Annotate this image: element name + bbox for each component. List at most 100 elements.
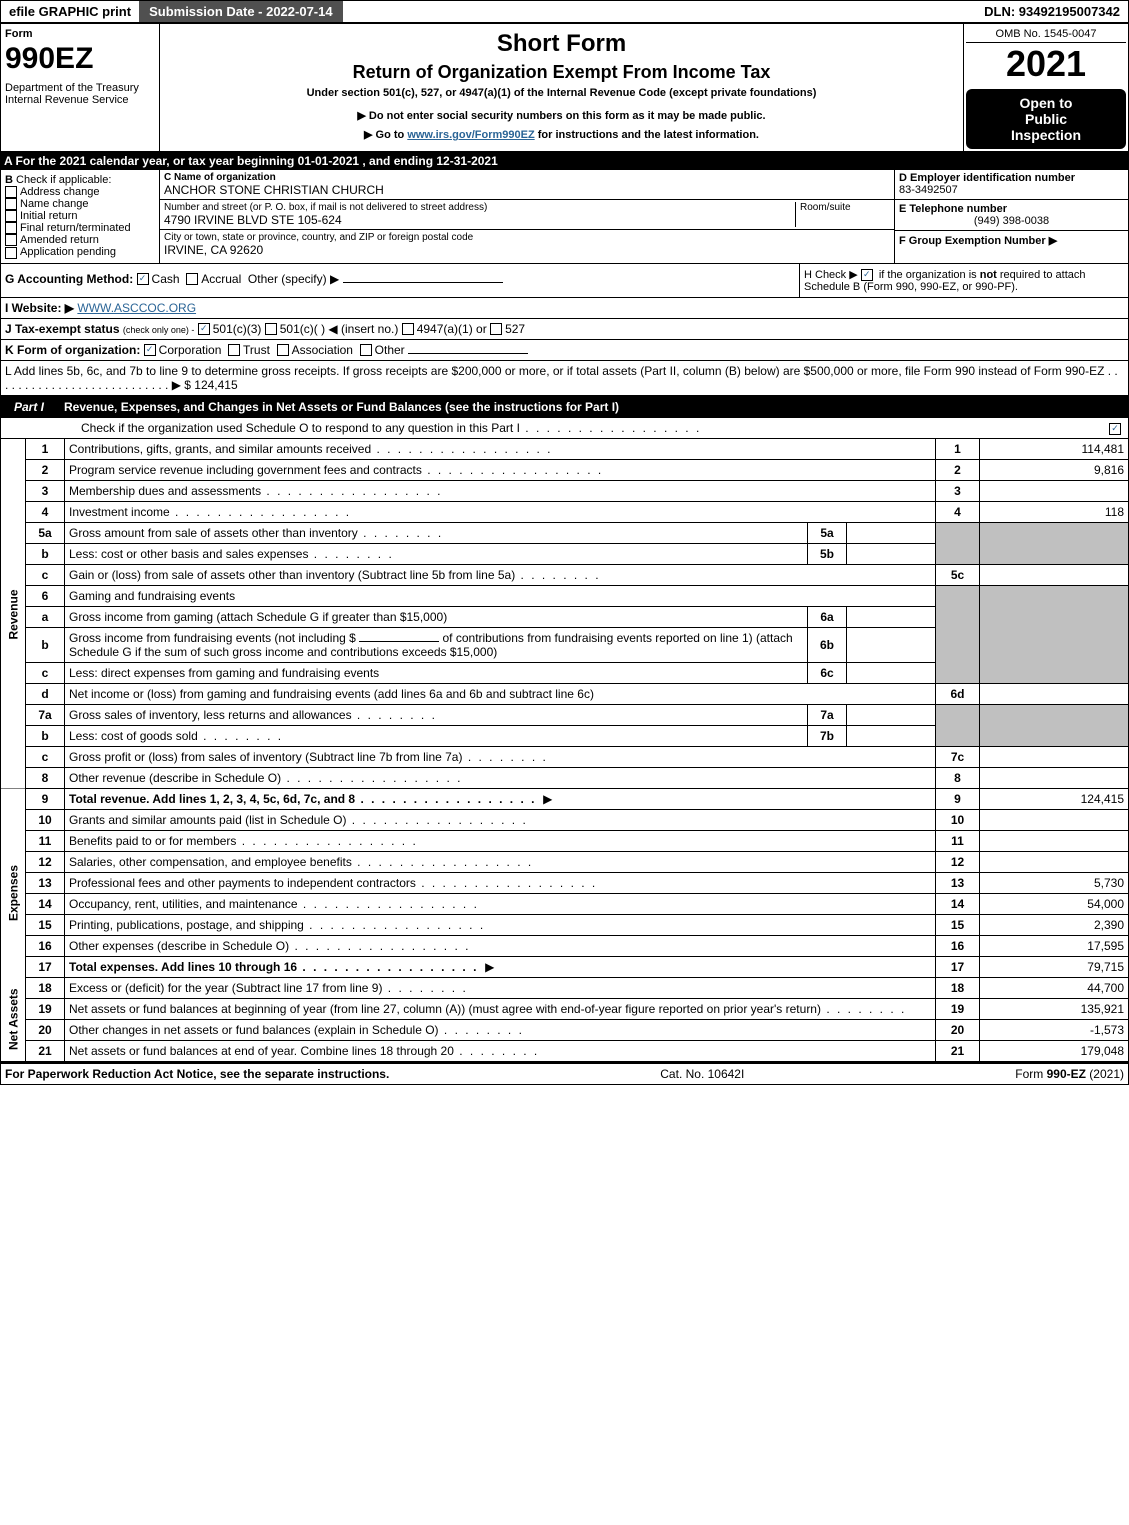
chk-4947[interactable] — [402, 323, 414, 335]
part-i-label: Part I — [4, 400, 54, 414]
j-opt1: 501(c)(3) — [213, 322, 262, 336]
chk-pending[interactable] — [5, 247, 17, 259]
chk-name-change[interactable] — [5, 198, 17, 210]
chk-527[interactable] — [490, 323, 502, 335]
r19-desc: Net assets or fund balances at beginning… — [69, 1002, 906, 1016]
r21-sn: 21 — [936, 1040, 980, 1061]
chk-other-org[interactable] — [360, 344, 372, 356]
l-amount: 124,415 — [194, 378, 237, 392]
part-i-check-text: Check if the organization used Schedule … — [81, 421, 701, 435]
f-label: F Group Exemption Number ▶ — [899, 235, 1057, 247]
website-link[interactable]: WWW.ASCCOC.ORG — [77, 301, 196, 315]
dept-label: Department of the Treasury — [5, 82, 155, 94]
r1-sn: 1 — [936, 439, 980, 460]
r6b-blank[interactable] — [359, 641, 439, 642]
r18-desc: Excess or (deficit) for the year (Subtra… — [69, 981, 468, 995]
section-a: A For the 2021 calendar year, or tax yea… — [0, 152, 1129, 170]
gh-row: G Accounting Method: Cash Accrual Other … — [0, 264, 1129, 298]
open3: Inspection — [970, 127, 1122, 143]
dln-label: DLN: 93492195007342 — [976, 1, 1128, 22]
r14-num: 14 — [26, 893, 65, 914]
k-other: Other — [375, 343, 405, 357]
r12-val — [980, 851, 1129, 872]
header-left: Form 990EZ Department of the Treasury In… — [1, 24, 160, 151]
opt-name: Name change — [20, 198, 89, 210]
chk-501c[interactable] — [265, 323, 277, 335]
chk-final[interactable] — [5, 222, 17, 234]
opt-pending: Application pending — [20, 246, 116, 258]
chk-accrual[interactable] — [186, 273, 198, 285]
footer-right-pre: Form — [1015, 1067, 1046, 1081]
r2-sn: 2 — [936, 459, 980, 480]
opt-final: Final return/terminated — [20, 222, 131, 234]
c-label: C Name of organization — [164, 172, 276, 183]
j-label: J Tax-exempt status — [5, 322, 120, 336]
short-form-title: Short Form — [164, 30, 959, 58]
r12-num: 12 — [26, 851, 65, 872]
chk-501c3[interactable] — [198, 323, 210, 335]
addr-label: Number and street (or P. O. box, if mail… — [164, 202, 795, 213]
grey-5 — [936, 522, 980, 564]
r6c-desc: Less: direct expenses from gaming and fu… — [69, 666, 379, 680]
r6c-num: c — [26, 662, 65, 683]
r15-desc: Printing, publications, postage, and shi… — [69, 918, 485, 932]
chk-trust[interactable] — [228, 344, 240, 356]
r1-val: 114,481 — [980, 439, 1129, 460]
r6b-s: 6b — [808, 627, 847, 662]
k-trust: Trust — [243, 343, 270, 357]
form-word: Form — [5, 28, 155, 40]
r5b-num: b — [26, 543, 65, 564]
r5c-desc: Gain or (loss) from sale of assets other… — [69, 568, 601, 582]
r3-desc: Membership dues and assessments — [69, 484, 442, 498]
page-footer: For Paperwork Reduction Act Notice, see … — [0, 1062, 1129, 1085]
chk-address-change[interactable] — [5, 186, 17, 198]
r5b-s: 5b — [808, 543, 847, 564]
r11-val — [980, 830, 1129, 851]
k-other-blank[interactable] — [408, 353, 528, 354]
r16-sn: 16 — [936, 935, 980, 956]
grey-7 — [936, 704, 980, 746]
r16-num: 16 — [26, 935, 65, 956]
part-i-table: Revenue 1 Contributions, gifts, grants, … — [0, 439, 1129, 1062]
chk-initial[interactable] — [5, 210, 17, 222]
street-address: 4790 IRVINE BLVD STE 105-624 — [164, 213, 795, 227]
goto-pre: ▶ Go to — [364, 129, 407, 141]
r8-val — [980, 767, 1129, 788]
org-name: ANCHOR STONE CHRISTIAN CHURCH — [164, 183, 890, 197]
header-center: Short Form Return of Organization Exempt… — [160, 24, 964, 151]
chk-schedule-o[interactable] — [1109, 423, 1121, 435]
section-g: G Accounting Method: Cash Accrual Other … — [1, 264, 799, 297]
chk-amended[interactable] — [5, 234, 17, 246]
b-check-label: Check if applicable: — [16, 174, 111, 186]
chk-cash[interactable] — [137, 273, 149, 285]
r15-val: 2,390 — [980, 914, 1129, 935]
k-assoc: Association — [292, 343, 353, 357]
r12-sn: 12 — [936, 851, 980, 872]
goto-link[interactable]: www.irs.gov/Form990EZ — [407, 129, 534, 141]
k-corp: Corporation — [159, 343, 222, 357]
info-grid: B Check if applicable: Address change Na… — [0, 170, 1129, 264]
chk-h[interactable] — [861, 269, 873, 281]
r5b-sv — [847, 543, 936, 564]
r20-sn: 20 — [936, 1019, 980, 1040]
r3-val — [980, 480, 1129, 501]
r6c-sv — [847, 662, 936, 683]
chk-assoc[interactable] — [277, 344, 289, 356]
g-label: G Accounting Method: — [5, 272, 133, 286]
section-j: J Tax-exempt status (check only one) - 5… — [0, 319, 1129, 340]
opt-initial: Initial return — [20, 210, 77, 222]
r4-desc: Investment income — [69, 505, 351, 519]
r7c-val — [980, 746, 1129, 767]
j-opt4: 527 — [505, 322, 525, 336]
grey-6 — [936, 585, 980, 683]
header-right: OMB No. 1545-0047 2021 Open to Public In… — [964, 24, 1128, 151]
open-to-public: Open to Public Inspection — [966, 89, 1126, 149]
r6b-num: b — [26, 627, 65, 662]
section-h: H Check ▶ if the organization is not req… — [799, 264, 1128, 297]
r7b-s: 7b — [808, 725, 847, 746]
g-other-blank[interactable] — [343, 282, 503, 283]
r5a-num: 5a — [26, 522, 65, 543]
r7c-sn: 7c — [936, 746, 980, 767]
chk-corp[interactable] — [144, 344, 156, 356]
r7b-sv — [847, 725, 936, 746]
